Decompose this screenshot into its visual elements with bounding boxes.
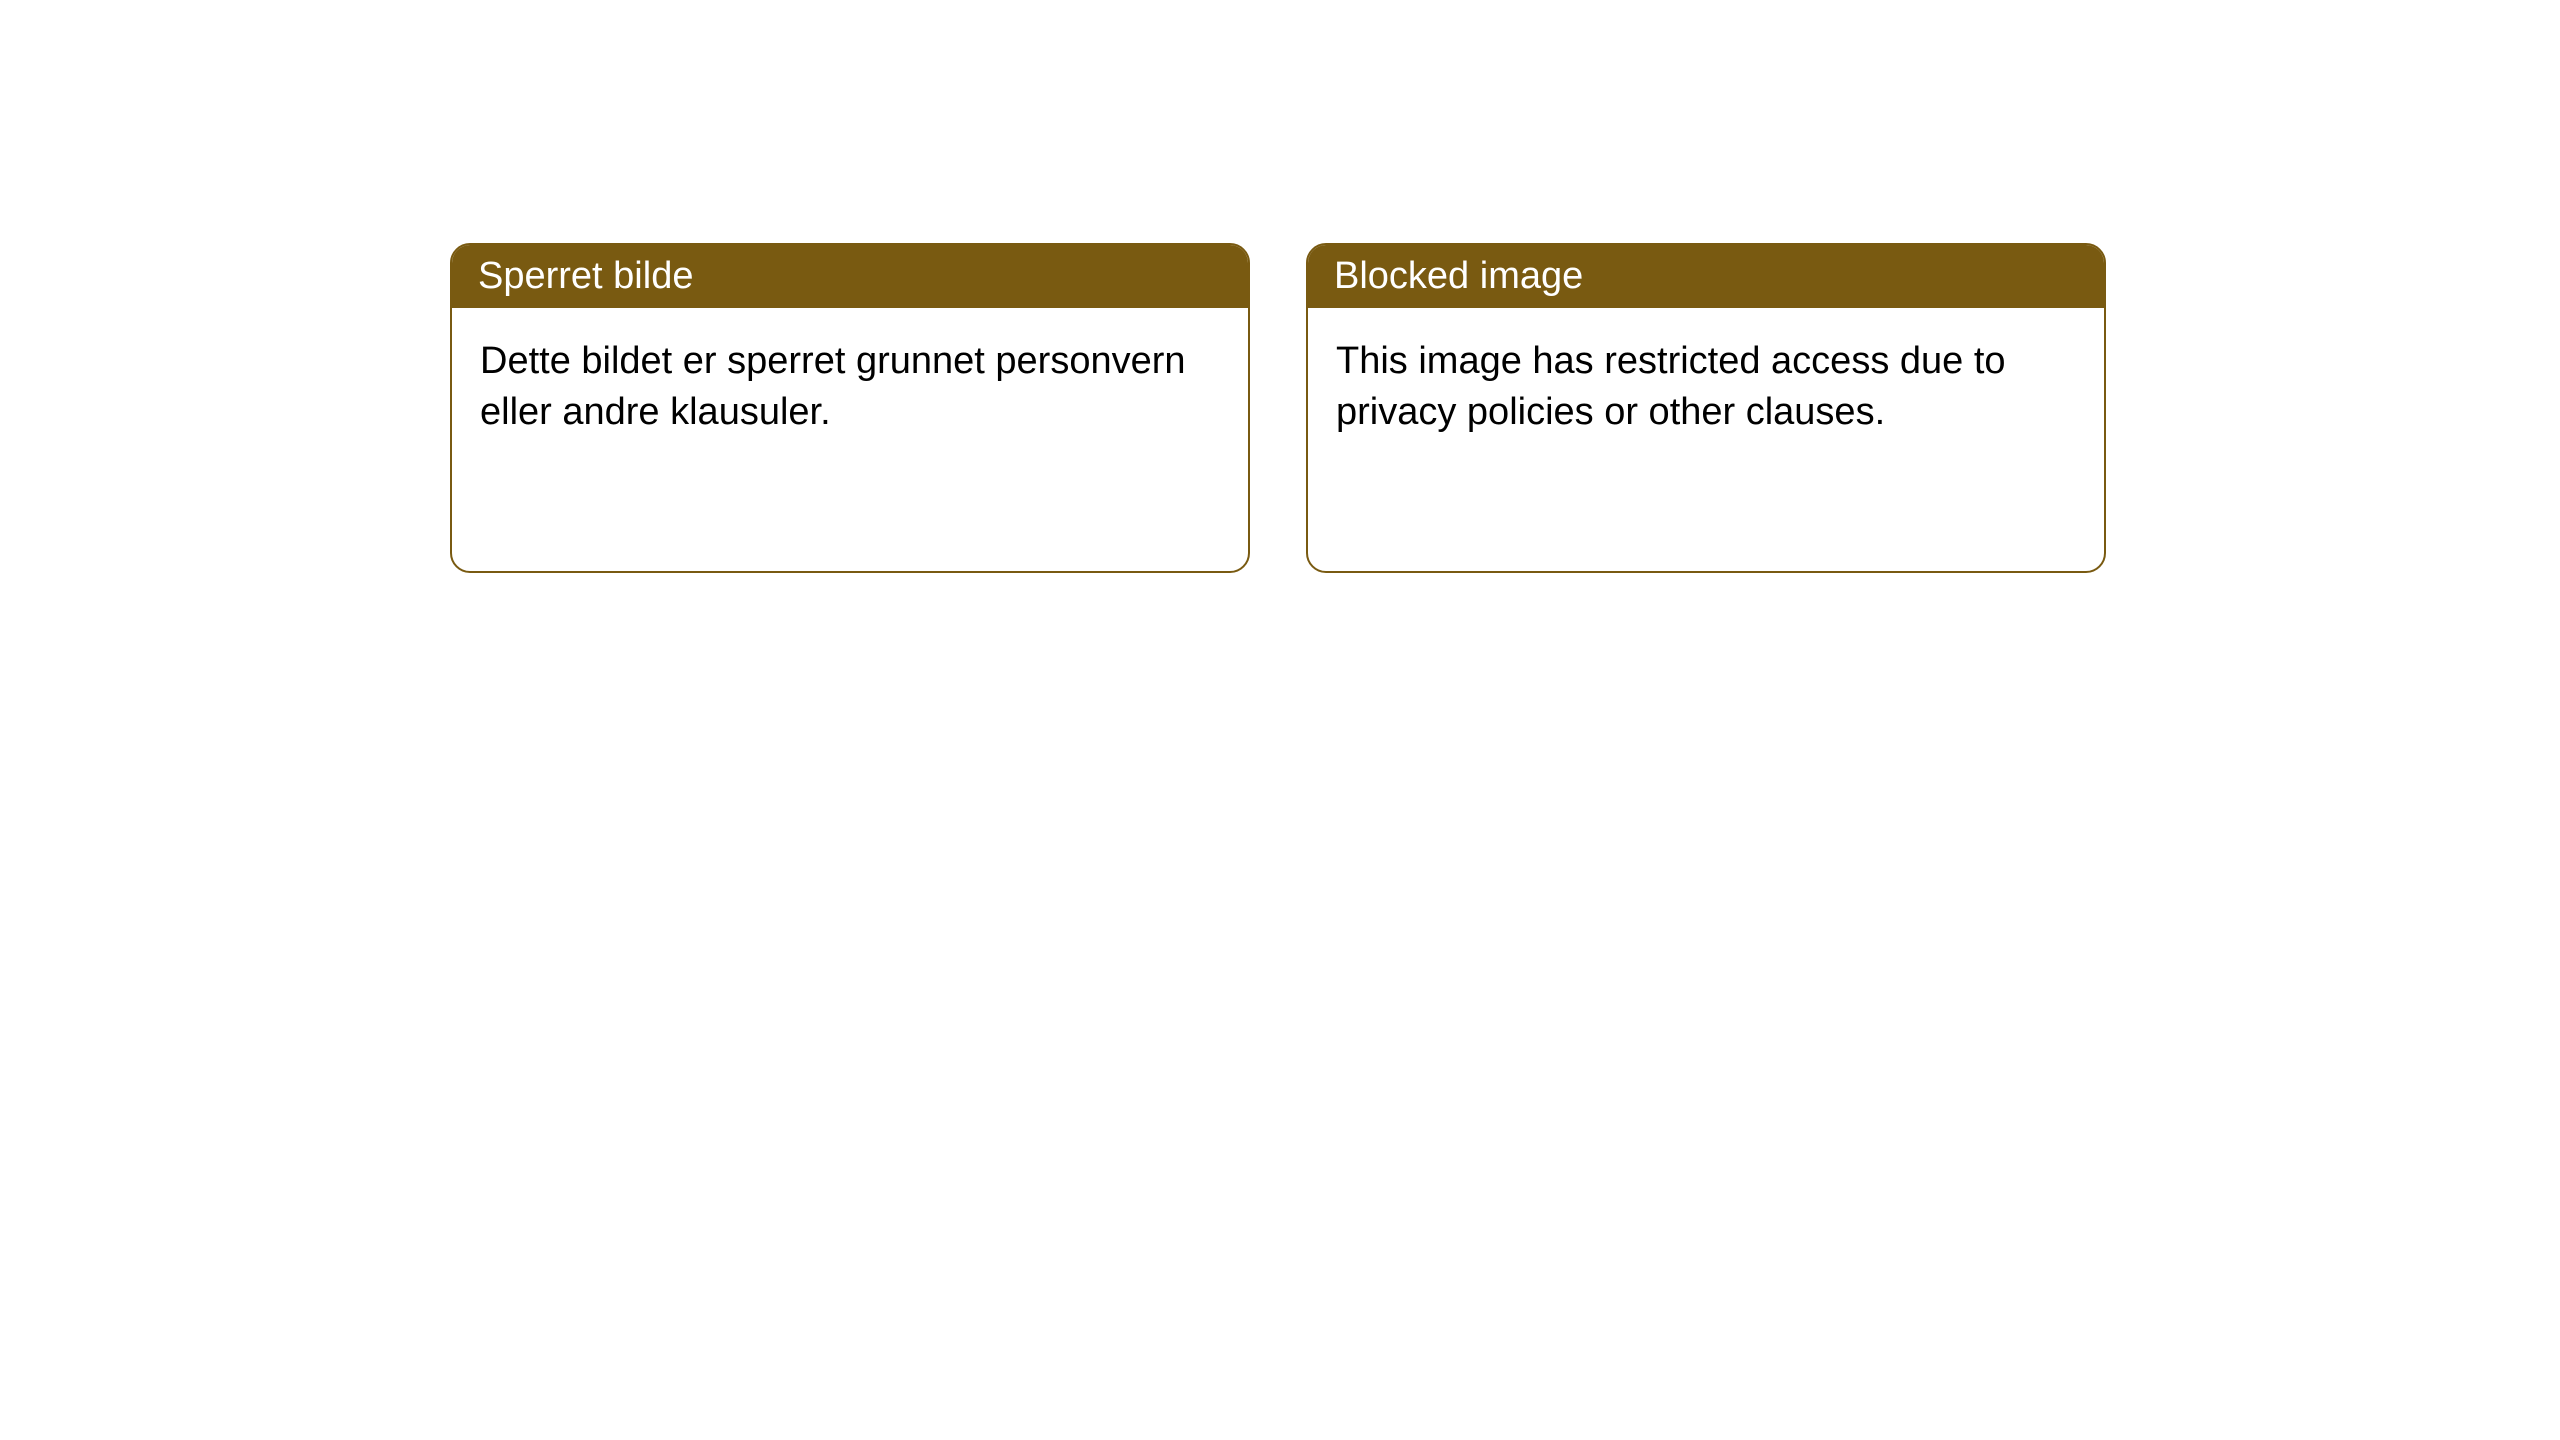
notice-card-english: Blocked image This image has restricted …	[1306, 243, 2106, 573]
card-body: Dette bildet er sperret grunnet personve…	[452, 308, 1248, 467]
card-body-text: This image has restricted access due to …	[1336, 340, 2006, 433]
notice-container: Sperret bilde Dette bildet er sperret gr…	[450, 243, 2106, 573]
card-body: This image has restricted access due to …	[1308, 308, 2104, 467]
card-title: Blocked image	[1334, 255, 1583, 297]
card-header: Sperret bilde	[452, 245, 1248, 308]
notice-card-norwegian: Sperret bilde Dette bildet er sperret gr…	[450, 243, 1250, 573]
card-body-text: Dette bildet er sperret grunnet personve…	[480, 340, 1186, 433]
card-header: Blocked image	[1308, 245, 2104, 308]
card-title: Sperret bilde	[478, 255, 693, 297]
